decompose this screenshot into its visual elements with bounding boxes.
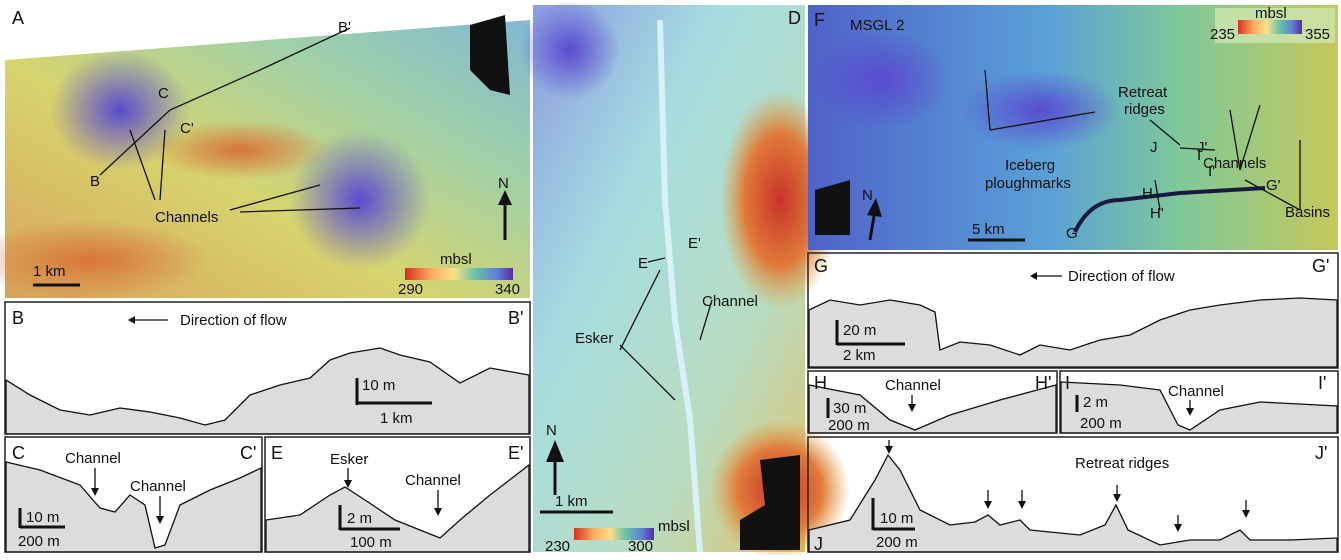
panel-letter: D bbox=[788, 8, 801, 28]
profile-start: G bbox=[814, 256, 828, 276]
profile-start: J bbox=[814, 534, 823, 554]
hscale: 1 km bbox=[380, 410, 413, 427]
label: Iceberg bbox=[1005, 157, 1055, 174]
flow-label: Direction of flow bbox=[180, 312, 287, 329]
label: H bbox=[1142, 185, 1153, 202]
label: J' bbox=[1197, 139, 1208, 156]
label: Channels bbox=[155, 209, 218, 226]
panel-j: J J' Retreat ridges 10 m 200 m bbox=[808, 437, 1338, 554]
profile-start: E bbox=[271, 443, 283, 463]
scale-label: 5 km bbox=[972, 221, 1005, 238]
panel-g: G G' Direction of flow 20 m 2 km bbox=[808, 253, 1338, 368]
label: C bbox=[158, 85, 169, 102]
hscale: 200 m bbox=[828, 417, 870, 434]
profile-end: H' bbox=[1035, 373, 1051, 393]
vscale: 10 m bbox=[26, 509, 59, 526]
profile-end: G' bbox=[1312, 256, 1329, 276]
label: E' bbox=[688, 235, 701, 252]
legend-max: 300 bbox=[628, 538, 653, 555]
vscale: 20 m bbox=[843, 322, 876, 339]
vscale: 2 m bbox=[347, 510, 372, 527]
label: Retreat bbox=[1118, 84, 1168, 101]
label: B' bbox=[338, 19, 351, 36]
label: Basins bbox=[1285, 204, 1330, 221]
hscale: 2 km bbox=[843, 347, 876, 364]
panel-a: A B' C C' B Channels N 1 km mbsl 290 340 bbox=[0, 5, 530, 300]
hscale: 200 m bbox=[876, 534, 918, 551]
label: E bbox=[638, 255, 648, 272]
vscale: 30 m bbox=[833, 400, 866, 417]
hscale: 200 m bbox=[1080, 415, 1122, 432]
label: J bbox=[1150, 139, 1158, 156]
vscale: 10 m bbox=[880, 510, 913, 527]
north: N bbox=[862, 187, 873, 204]
label: G' bbox=[1266, 177, 1281, 194]
legend-max: 340 bbox=[495, 281, 520, 298]
label: C' bbox=[180, 120, 194, 137]
panel-e: E E' Esker Channel 2 m 100 m bbox=[265, 437, 530, 552]
vscale: 10 m bbox=[362, 377, 395, 394]
figure: A B' C C' B Channels N 1 km mbsl 290 340… bbox=[0, 0, 1341, 555]
panel-letter: A bbox=[12, 8, 24, 28]
panel-i: I I' Channel 2 m 200 m bbox=[1060, 371, 1338, 433]
profile-end: E' bbox=[508, 443, 523, 463]
label: Channel bbox=[702, 293, 758, 310]
label: Esker bbox=[575, 330, 613, 347]
scale-label: 1 km bbox=[555, 493, 588, 510]
label: Retreat ridges bbox=[1075, 455, 1169, 472]
panel-c: C C' Channel Channel 10 m 200 m bbox=[5, 437, 262, 552]
profile-end: I' bbox=[1318, 373, 1326, 393]
legend-min: 230 bbox=[545, 538, 570, 555]
profile-start: C bbox=[12, 443, 25, 463]
legend-min: 290 bbox=[398, 281, 423, 298]
vscale: 2 m bbox=[1083, 394, 1108, 411]
label: Channel bbox=[885, 377, 941, 394]
legend-min: 235 bbox=[1210, 26, 1235, 43]
north: N bbox=[546, 422, 557, 439]
panel-f: F MSGL 2 Retreat ridges Iceberg ploughma… bbox=[808, 5, 1338, 250]
hscale: 100 m bbox=[350, 534, 392, 551]
label: Channel bbox=[405, 472, 461, 489]
panel-letter: F bbox=[814, 10, 825, 30]
profile-start: B bbox=[12, 308, 24, 328]
label: G bbox=[1066, 225, 1078, 242]
label: B bbox=[90, 173, 100, 190]
legend-unit: mbsl bbox=[1255, 5, 1287, 22]
panel-h: H H' Channel 30 m 200 m bbox=[808, 371, 1057, 434]
label: Channel bbox=[1168, 383, 1224, 400]
label: ploughmarks bbox=[985, 175, 1071, 192]
scale-label: 1 km bbox=[33, 263, 66, 280]
panel-b: B B' Direction of flow 10 m 1 km bbox=[5, 302, 530, 434]
profile-start: H bbox=[814, 373, 827, 393]
legend-unit: mbsl bbox=[658, 518, 690, 535]
label: Channel bbox=[130, 478, 186, 495]
panel-d: D E E' Channel Esker N 1 km mbsl 230 300 bbox=[520, 0, 850, 555]
profile-end: C' bbox=[240, 443, 256, 463]
label: Channel bbox=[65, 450, 121, 467]
legend-unit: mbsl bbox=[440, 251, 472, 268]
label: Channels bbox=[1203, 155, 1266, 172]
flow-label: Direction of flow bbox=[1068, 268, 1175, 285]
label: H' bbox=[1150, 205, 1164, 222]
legend-max: 355 bbox=[1305, 26, 1330, 43]
label: ridges bbox=[1124, 101, 1165, 118]
north: N bbox=[498, 175, 509, 192]
profile-end: J' bbox=[1315, 443, 1327, 463]
label: Esker bbox=[330, 451, 368, 468]
profile-end: B' bbox=[508, 308, 523, 328]
label: MSGL 2 bbox=[850, 17, 904, 34]
hscale: 200 m bbox=[18, 533, 60, 550]
profile-start: I bbox=[1065, 373, 1070, 393]
